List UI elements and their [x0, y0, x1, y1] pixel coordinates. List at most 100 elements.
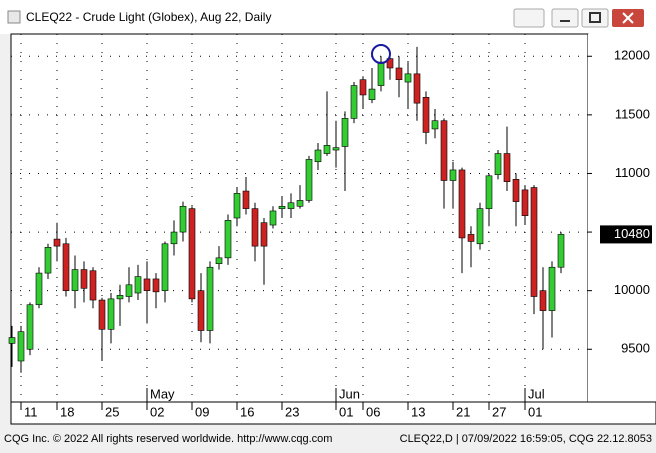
x-tick-label: 01	[528, 404, 542, 419]
candle-body	[431, 120, 439, 130]
x-tick-label: 21	[456, 404, 470, 419]
candle-body	[485, 175, 493, 209]
candle-body	[287, 202, 295, 209]
candle-body	[215, 257, 223, 265]
candle-body	[377, 61, 385, 86]
x-tick-label: 27	[492, 404, 506, 419]
link-button[interactable]	[513, 8, 545, 28]
x-tick-label: 11	[24, 404, 38, 419]
candle-body	[404, 73, 412, 83]
candle-body	[548, 266, 556, 311]
month-label: May	[150, 386, 175, 401]
candle-body	[179, 205, 187, 233]
candle-body	[359, 79, 367, 96]
candle-body	[314, 149, 322, 163]
candle-body	[449, 169, 457, 181]
candle-body	[296, 200, 304, 207]
candle-body	[413, 73, 421, 104]
y-tick-label: 9500	[621, 341, 650, 356]
candle-body	[17, 331, 25, 362]
candle-body	[467, 234, 475, 242]
plot-area	[10, 33, 589, 403]
candle-body	[80, 269, 88, 289]
candle-body	[26, 304, 34, 350]
last-price-label: 10480	[614, 226, 650, 241]
candle-body	[170, 231, 178, 245]
x-tick-label: 25	[105, 404, 119, 419]
candle-body	[512, 179, 520, 202]
x-tick-label: 01	[339, 404, 353, 419]
candle-body	[539, 290, 547, 311]
x-tick-label: 06	[366, 404, 380, 419]
footer-left: CQG Inc. © 2022 All rights reserved worl…	[4, 433, 332, 445]
candle-body	[521, 189, 529, 216]
x-tick-label: 13	[411, 404, 425, 419]
candle-body	[161, 243, 169, 291]
candle-body	[476, 208, 484, 245]
candle-body	[188, 208, 196, 300]
date-axis	[10, 401, 656, 425]
candle-body	[134, 276, 142, 294]
highlight-circle	[371, 44, 391, 64]
candle-body	[206, 266, 214, 331]
candle-body	[116, 295, 124, 300]
candle-body	[8, 337, 16, 344]
x-tick-label: 02	[150, 404, 164, 419]
candle-body	[143, 278, 151, 291]
candle-body	[260, 222, 268, 247]
candle-body	[395, 67, 403, 81]
candle-body	[323, 145, 331, 154]
app-icon	[7, 10, 21, 24]
candle-body	[440, 120, 448, 181]
candle-body	[422, 96, 430, 133]
price-axis	[588, 34, 656, 402]
candle-body	[107, 298, 115, 330]
x-tick-label: 09	[195, 404, 209, 419]
maximize-icon	[589, 12, 601, 23]
candle-body	[269, 210, 277, 226]
month-label: Jun	[339, 386, 360, 401]
candle-body	[332, 147, 340, 151]
close-icon	[622, 12, 634, 24]
candle-body	[98, 299, 106, 330]
candle-body	[71, 269, 79, 291]
candle-body	[197, 290, 205, 331]
y-tick-label: 10000	[614, 282, 650, 297]
y-tick-label: 12000	[614, 48, 650, 63]
month-label: Jul	[528, 386, 545, 401]
candle-body	[503, 153, 511, 182]
footer-right: CLEQ22,D | 07/09/2022 16:59:05, CQG 22.1…	[400, 433, 652, 445]
x-tick-label: 16	[240, 404, 254, 419]
candle-body	[368, 88, 376, 100]
candle-body	[152, 278, 160, 293]
last-price-box	[600, 225, 652, 244]
candle-body	[341, 118, 349, 147]
candle-body	[35, 272, 43, 306]
candle-body	[44, 246, 52, 274]
y-tick-label: 11000	[615, 165, 650, 180]
candle-body	[530, 187, 538, 297]
candle-body	[278, 205, 286, 209]
candle-body	[557, 234, 565, 268]
candle-body	[242, 190, 250, 209]
candle-body	[224, 220, 232, 259]
candle-body	[350, 85, 358, 119]
y-tick-label: 11500	[615, 106, 650, 121]
window-title: CLEQ22 - Crude Light (Globex), Aug 22, D…	[26, 10, 271, 24]
x-tick-label: 18	[60, 404, 74, 419]
candle-body	[458, 169, 466, 239]
candle-body	[53, 238, 61, 247]
candle-body	[89, 270, 97, 301]
x-tick-label: 23	[285, 404, 299, 419]
candle-body	[125, 284, 133, 297]
candle-body	[62, 243, 70, 291]
title-bar	[0, 0, 656, 34]
candle-body	[251, 208, 259, 247]
maximize-button[interactable]	[581, 8, 609, 28]
candle-body	[386, 58, 394, 69]
plot: 9500100001050011000115001200011182502091…	[8, 34, 652, 419]
minimize-button[interactable]	[551, 8, 579, 28]
candle-body	[494, 153, 502, 175]
candle-body	[305, 159, 313, 201]
